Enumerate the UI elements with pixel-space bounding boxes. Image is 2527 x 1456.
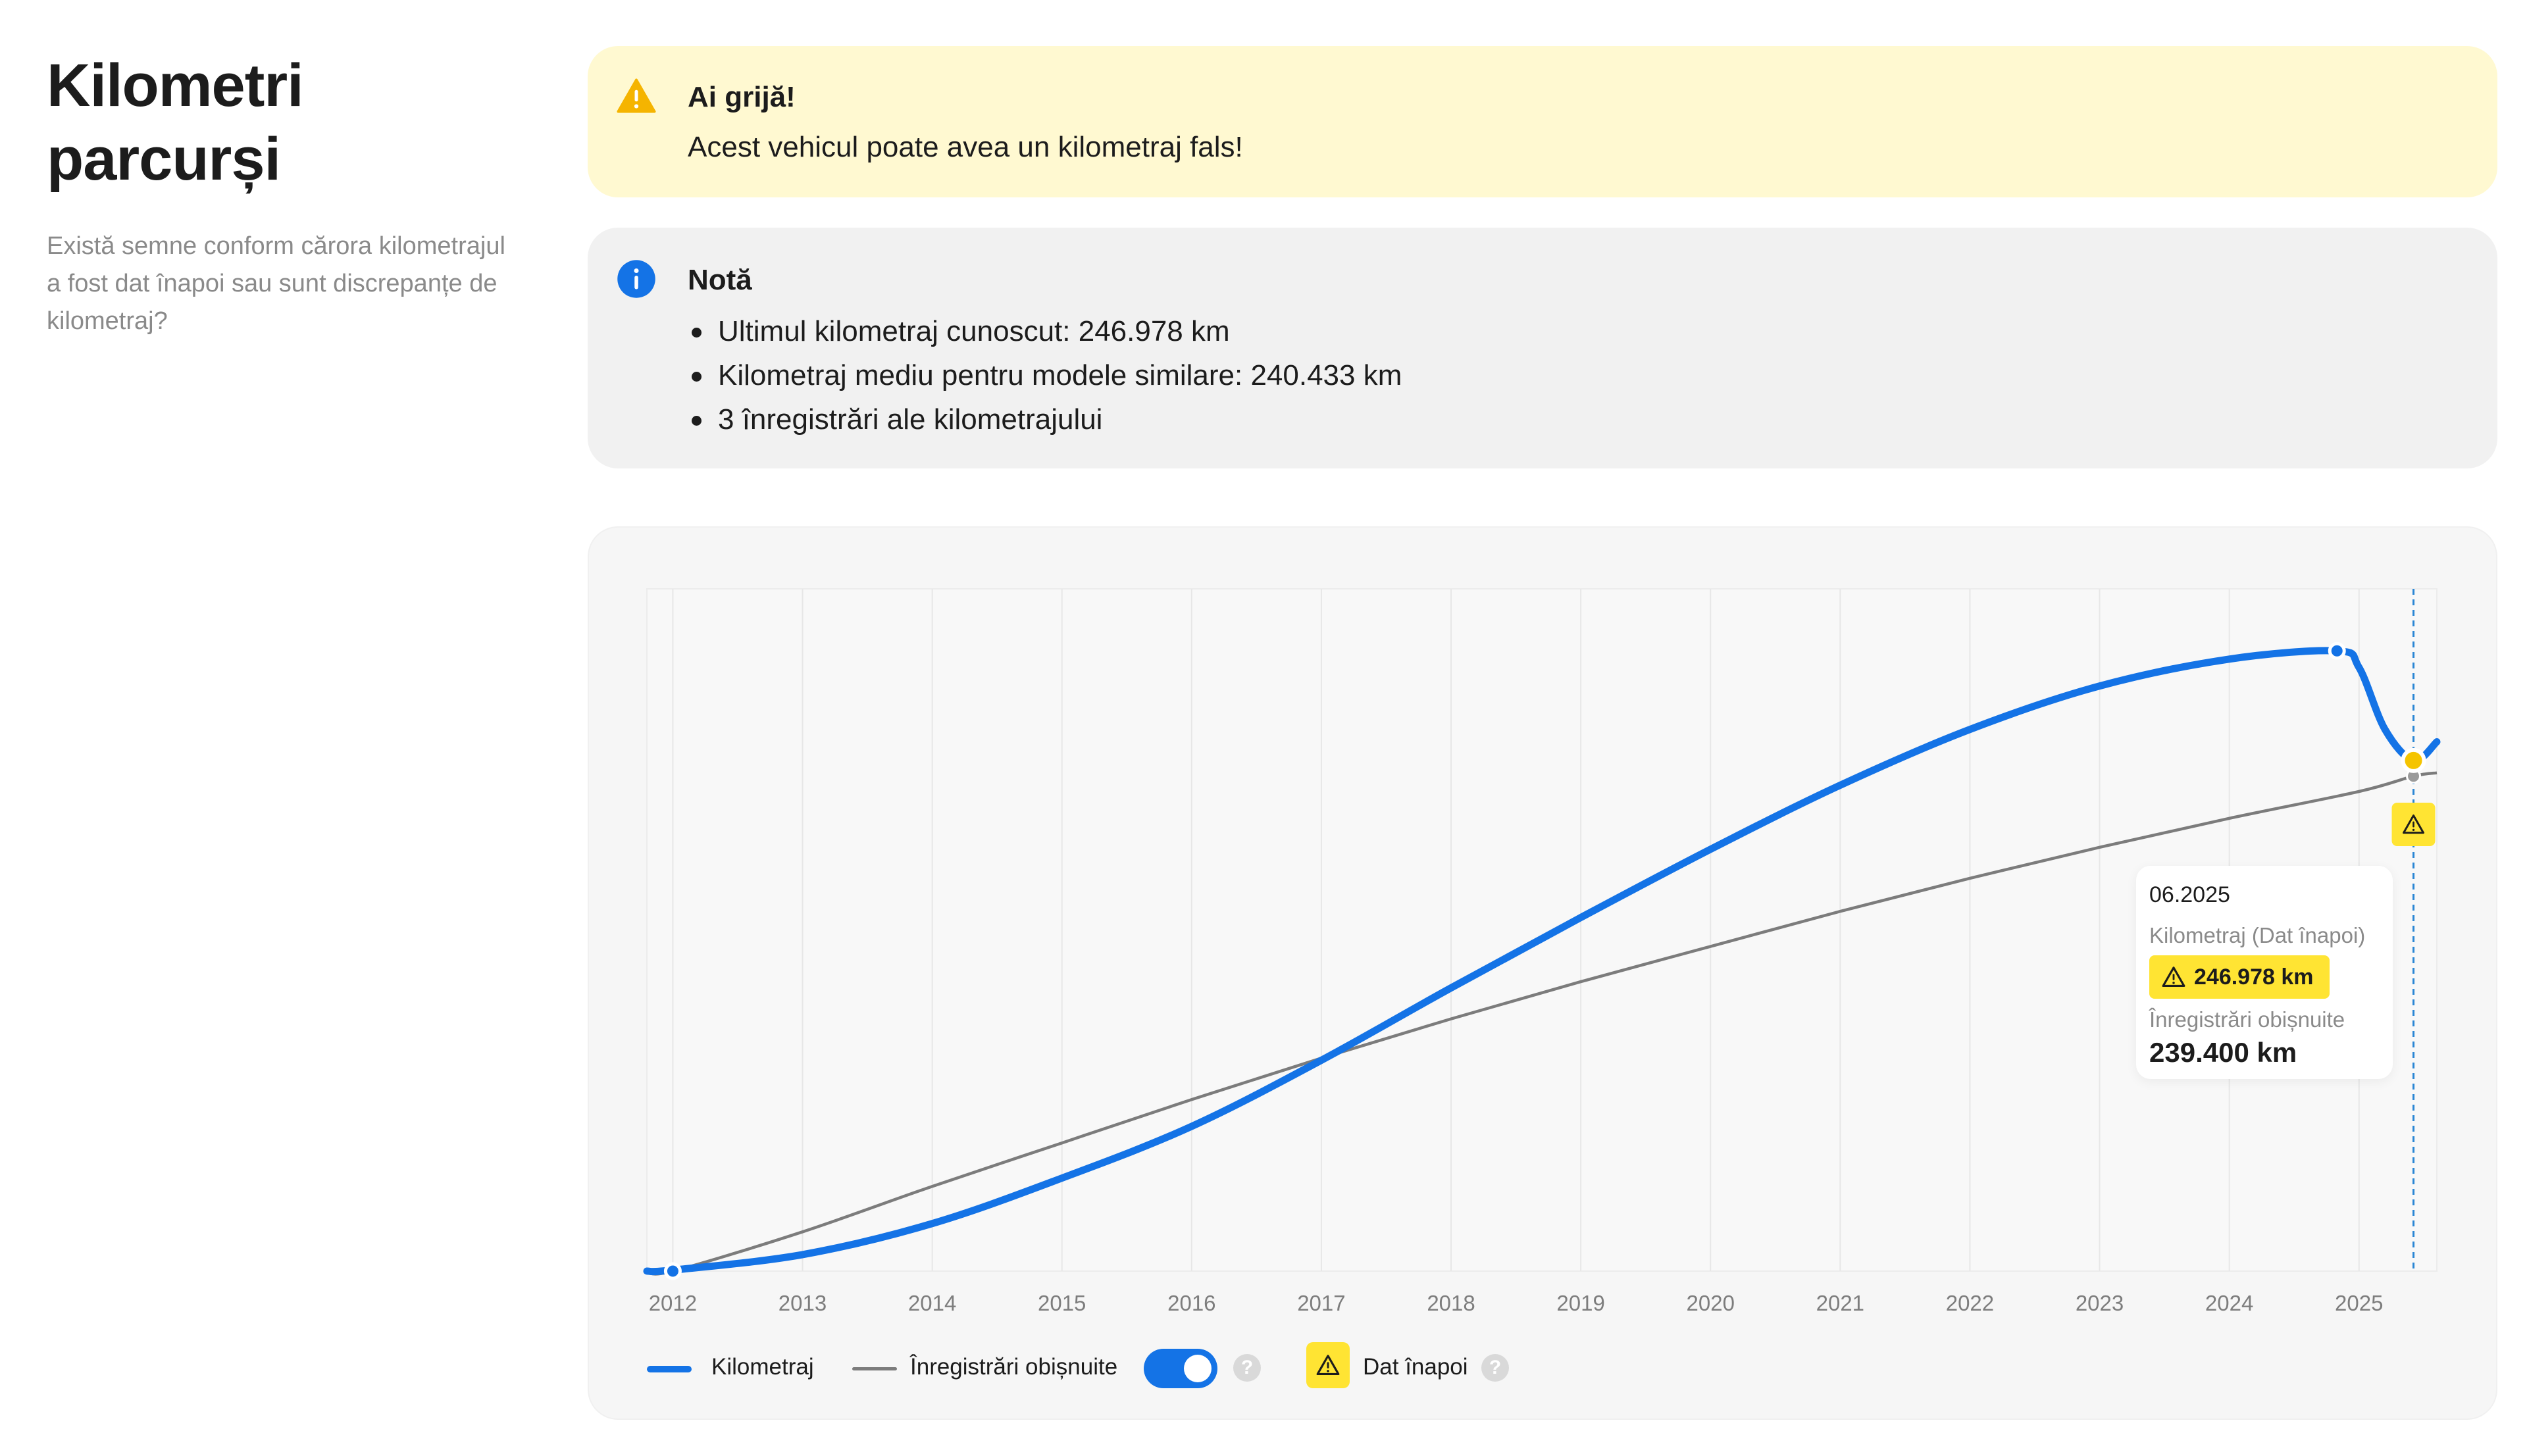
legend-rolled-back-swatch	[1306, 1342, 1350, 1388]
intro-section: Kilometri parcurși Există semne conform …	[47, 49, 521, 340]
toggle-knob	[1184, 1355, 1212, 1382]
warning-icon-bar	[2412, 821, 2414, 828]
note-box: Notă Ultimul kilometraj cunoscut: 246.97…	[588, 228, 2497, 468]
tooltip-mileage-value: 246.978 km	[2194, 965, 2314, 990]
x-tick-label: 2017	[1297, 1291, 1345, 1315]
tooltip-mileage-label: Kilometraj (Dat înapoi)	[2149, 923, 2366, 947]
alert-message: Acest vehicul poate avea un kilometraj f…	[688, 131, 1243, 163]
warning-icon	[2162, 966, 2185, 988]
legend-typical-swatch	[852, 1367, 897, 1370]
x-tick-label: 2022	[1946, 1291, 1994, 1315]
typical-records-line	[646, 771, 2438, 1276]
x-tick-label: 2016	[1167, 1291, 1215, 1315]
warning-icon-dot	[2412, 828, 2415, 832]
mileage-record-point	[2328, 641, 2346, 660]
legend-mileage-swatch	[647, 1366, 692, 1372]
legend-mileage-label: Kilometraj	[711, 1354, 814, 1380]
x-tick-label: 2023	[2076, 1291, 2124, 1315]
note-item: 3 înregistrări ale kilometrajului	[688, 397, 1402, 441]
warning-icon	[617, 78, 656, 113]
tooltip-date: 06.2025	[2149, 882, 2230, 907]
info-icon	[617, 260, 655, 298]
x-tick-label: 2024	[2205, 1291, 2253, 1315]
warning-icon-outline	[2403, 815, 2425, 834]
tooltip-mileage-badge: 246.978 km	[2149, 955, 2330, 999]
x-tick-label: 2013	[779, 1291, 827, 1315]
x-tick-label: 2015	[1038, 1291, 1086, 1315]
x-tick-label: 2019	[1556, 1291, 1604, 1315]
note-item: Ultimul kilometraj cunoscut: 246.978 km	[688, 309, 1402, 353]
legend-typical-label: Înregistrări obișnuite	[910, 1354, 1118, 1380]
legend-rolled-back-label: Dat înapoi	[1363, 1354, 1468, 1380]
note-title: Notă	[688, 264, 752, 296]
x-tick-label: 2012	[649, 1291, 697, 1315]
x-tick-label: 2020	[1687, 1291, 1735, 1315]
warning-icon	[2403, 815, 2425, 834]
x-tick-label: 2018	[1427, 1291, 1475, 1315]
chart-tooltip: 06.2025 Kilometraj (Dat înapoi) 246.978 …	[2136, 866, 2393, 1079]
rolled-back-point	[2401, 747, 2426, 773]
x-tick-label: 2025	[2335, 1291, 2383, 1315]
warning-icon	[1316, 1355, 1340, 1376]
typical-help-icon[interactable]: ?	[1233, 1354, 1261, 1382]
mileage-record-point	[663, 1262, 682, 1280]
note-list: Ultimul kilometraj cunoscut: 246.978 km …	[688, 309, 1402, 441]
tooltip-typical-value: 239.400 km	[2149, 1037, 2297, 1068]
typical-records-toggle[interactable]	[1144, 1349, 1217, 1388]
note-item: Kilometraj mediu pentru modele similare:…	[688, 353, 1402, 397]
warning-alert: Ai grijă! Acest vehicul poate avea un ki…	[588, 46, 2497, 197]
alert-title: Ai grijă!	[688, 81, 796, 113]
x-tick-label: 2014	[908, 1291, 956, 1315]
page-description: Există semne conform cărora kilometrajul…	[47, 232, 505, 335]
page-title: Kilometri parcurși	[47, 52, 304, 193]
tooltip-typical-label: Înregistrări obișnuite	[2149, 1007, 2345, 1032]
rolled-back-help-icon[interactable]: ?	[1481, 1354, 1509, 1382]
x-tick-label: 2021	[1816, 1291, 1864, 1315]
